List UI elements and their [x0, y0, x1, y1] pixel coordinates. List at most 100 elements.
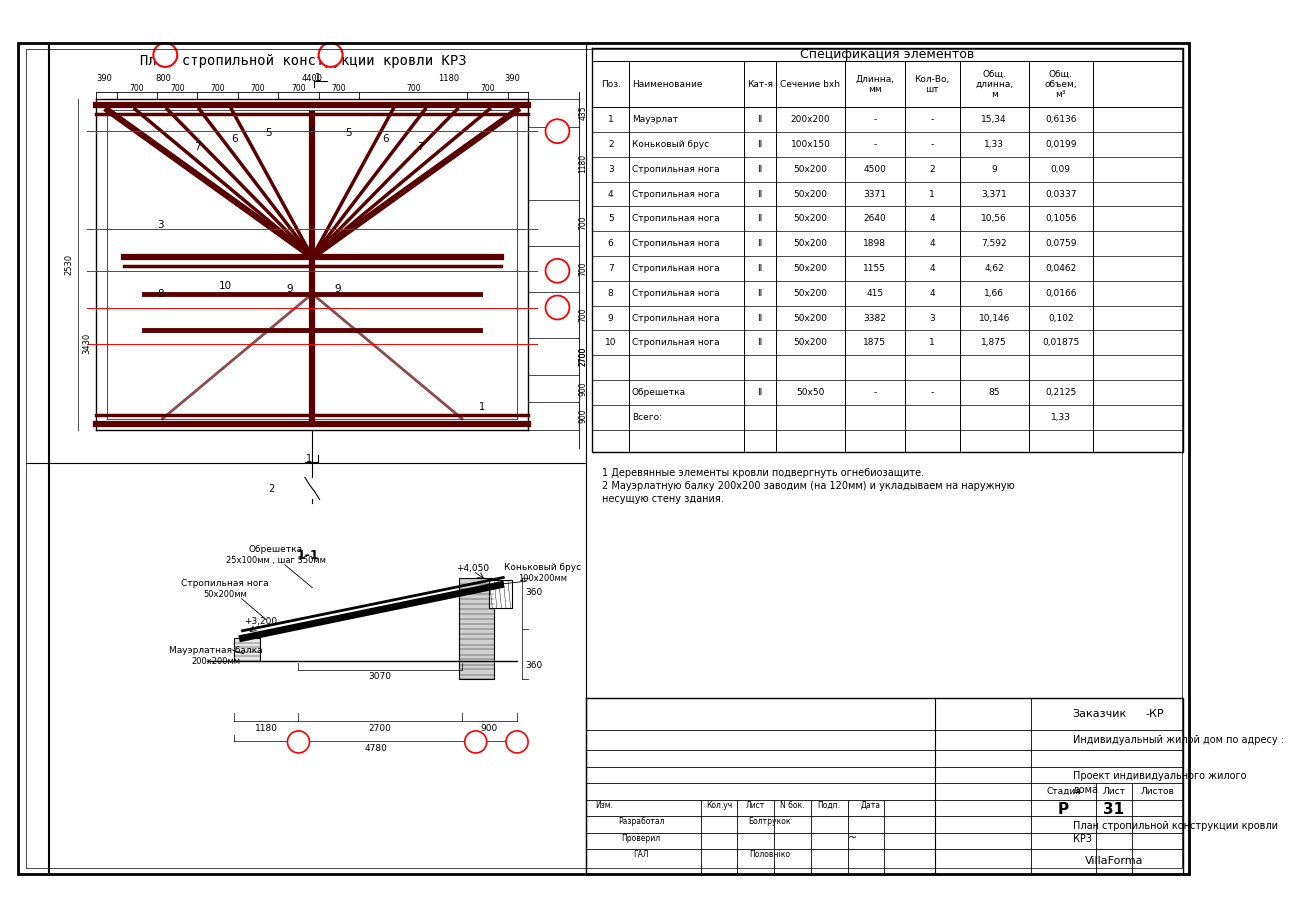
Text: 85: 85 [988, 388, 1000, 397]
Text: 700: 700 [578, 308, 588, 323]
Text: 1: 1 [306, 454, 312, 464]
Text: 4: 4 [930, 289, 935, 298]
Text: II: II [758, 289, 763, 298]
Text: 360: 360 [525, 661, 542, 670]
Text: 100х150: 100х150 [790, 140, 831, 149]
Text: Кат-я: Кат-я [747, 80, 773, 89]
Text: 1: 1 [930, 189, 935, 199]
Text: Листов: Листов [1140, 787, 1174, 796]
Text: 4: 4 [930, 214, 935, 223]
Text: Сечение bxh: Сечение bxh [780, 80, 841, 89]
Text: 1,66: 1,66 [984, 289, 1004, 298]
Text: Изм.: Изм. [595, 800, 614, 810]
Text: Стропильная нога: Стропильная нога [632, 289, 719, 298]
Text: План стропильной конструкции кровли КР3: План стропильной конструкции кровли КР3 [140, 54, 467, 68]
Text: 900: 900 [578, 381, 588, 396]
Text: 0,0166: 0,0166 [1045, 289, 1076, 298]
Circle shape [546, 296, 569, 320]
Text: 50х200: 50х200 [793, 338, 828, 347]
Text: 6: 6 [382, 134, 389, 144]
Text: Г: Г [514, 737, 520, 747]
Text: II: II [758, 214, 763, 223]
Text: 50х200: 50х200 [793, 239, 828, 248]
Text: 1: 1 [315, 73, 321, 83]
Text: Мауэрлат: Мауэрлат [632, 115, 677, 124]
Text: 5: 5 [608, 214, 614, 223]
Text: 1,33: 1,33 [1050, 413, 1071, 422]
Text: 6: 6 [608, 239, 614, 248]
Text: 4: 4 [608, 189, 614, 199]
Text: 31: 31 [1104, 802, 1124, 817]
Text: -: - [874, 115, 876, 124]
Text: 7,592: 7,592 [982, 239, 1008, 248]
Text: 4500: 4500 [863, 165, 887, 174]
Text: Р: Р [1058, 802, 1069, 817]
Text: 2: 2 [930, 165, 935, 174]
Text: 2 Мауэрлатную балку 200х200 заводим (на 120мм) и укладываем на наружную: 2 Мауэрлатную балку 200х200 заводим (на … [602, 481, 1014, 491]
Text: 50х200мм: 50х200мм [203, 590, 247, 598]
Text: Проверил: Проверил [621, 834, 660, 843]
Text: Стадия: Стадия [1046, 787, 1080, 796]
Text: +3,200: +3,200 [244, 617, 277, 626]
Text: 10: 10 [218, 281, 231, 291]
Text: КР3: КР3 [1072, 834, 1092, 845]
Text: Спецификация элементов: Спецификация элементов [801, 49, 975, 62]
Text: 3382: 3382 [863, 313, 887, 323]
Circle shape [546, 259, 569, 283]
Text: 50х200: 50х200 [793, 264, 828, 273]
Text: 0,01875: 0,01875 [1043, 338, 1079, 347]
Text: 3430: 3430 [83, 333, 92, 354]
Text: 2640: 2640 [863, 214, 887, 223]
Text: 700: 700 [406, 84, 421, 93]
Text: 3070: 3070 [369, 672, 391, 681]
Text: 25х100мм , шаг 350мм: 25х100мм , шаг 350мм [226, 556, 325, 564]
Text: N бок.: N бок. [780, 800, 805, 810]
Text: 50х200: 50х200 [793, 313, 828, 323]
Text: несущую стену здания.: несущую стену здания. [602, 494, 723, 504]
Text: II: II [758, 338, 763, 347]
Text: 5: 5 [346, 128, 352, 138]
Text: 0,0759: 0,0759 [1045, 239, 1076, 248]
Text: 800: 800 [156, 74, 172, 84]
Bar [459, 578, 494, 679]
Text: 1,33: 1,33 [984, 140, 1004, 149]
Text: 9: 9 [608, 313, 614, 323]
Text: 0,0199: 0,0199 [1045, 140, 1076, 149]
Text: 50х200: 50х200 [793, 189, 828, 199]
Text: 4,62: 4,62 [984, 264, 1004, 273]
Text: План стропильной конструкции кровли: План стропильной конструкции кровли [1072, 822, 1278, 832]
Text: 700: 700 [578, 216, 588, 231]
Text: ~: ~ [848, 834, 857, 844]
Text: 6: 6 [231, 134, 238, 144]
Text: 3: 3 [157, 220, 164, 230]
Text: 100х200мм: 100х200мм [519, 574, 567, 583]
Text: Стропильная нога: Стропильная нога [632, 189, 719, 199]
Text: 2700: 2700 [578, 346, 588, 366]
Text: 0,1056: 0,1056 [1045, 214, 1076, 223]
Text: 9: 9 [286, 284, 292, 294]
Text: 7: 7 [417, 142, 424, 152]
Circle shape [506, 731, 528, 753]
Circle shape [318, 43, 343, 67]
Text: 4: 4 [930, 264, 935, 273]
Text: 390: 390 [96, 74, 112, 84]
Text: 700: 700 [211, 84, 225, 93]
Text: 2530: 2530 [65, 254, 73, 275]
Text: Заказчик: Заказчик [1072, 709, 1127, 720]
Text: 1: 1 [480, 402, 485, 412]
Text: 4780: 4780 [364, 743, 387, 753]
Text: 700: 700 [170, 84, 185, 93]
Text: 8: 8 [157, 289, 164, 299]
Text: II: II [758, 313, 763, 323]
Text: Лист: Лист [1102, 787, 1126, 796]
Text: Стропильная нога: Стропильная нога [632, 239, 719, 248]
Text: 700: 700 [130, 84, 144, 93]
Text: 700: 700 [480, 84, 495, 93]
Text: 415: 415 [866, 289, 883, 298]
Text: Стропильная нога: Стропильная нога [632, 313, 719, 323]
Text: 9: 9 [334, 284, 342, 294]
Text: Болтрукок: Болтрукок [749, 817, 790, 826]
Text: II: II [758, 388, 763, 397]
Text: II: II [758, 165, 763, 174]
Text: 700: 700 [251, 84, 265, 93]
